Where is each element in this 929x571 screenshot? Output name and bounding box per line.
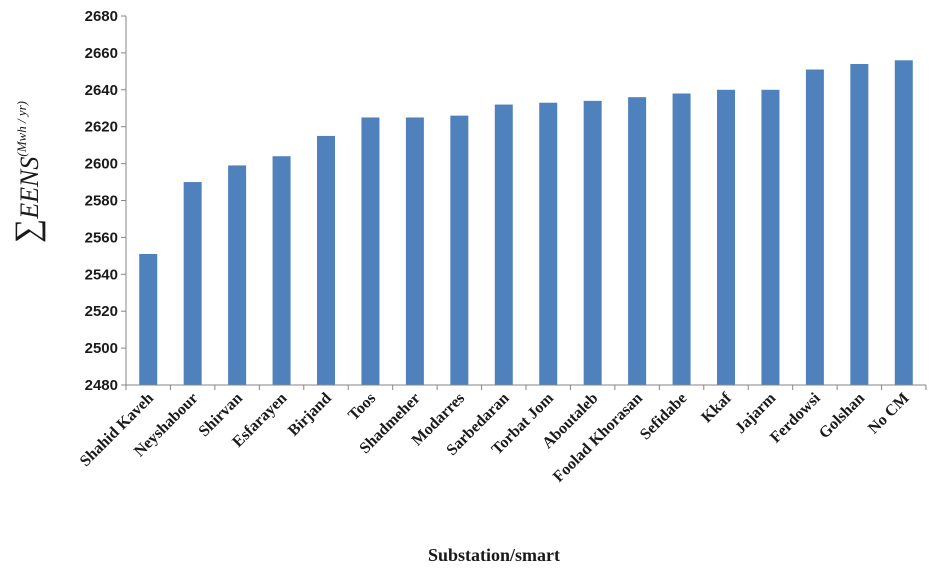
y-tick-label: 2640: [85, 82, 118, 99]
y-tick-label: 2500: [85, 340, 118, 357]
bar: [494, 104, 513, 385]
bar: [450, 115, 469, 385]
y-axis-label-main: EENS: [15, 157, 44, 220]
bar: [850, 63, 869, 385]
bar: [672, 93, 691, 386]
bar: [894, 60, 913, 385]
bar: [361, 117, 380, 385]
y-tick-label: 2520: [85, 303, 118, 320]
x-axis-tick-labels: Shahid KavehNeyshabourShirvanEsfarayenBi…: [77, 385, 927, 486]
y-tick-label: 2620: [85, 119, 118, 136]
y-axis-label-unit: (Mwh / yr): [14, 101, 29, 157]
bar: [805, 69, 824, 385]
x-axis-label: Substation/smart: [428, 545, 560, 565]
y-tick-label: 2560: [85, 229, 118, 246]
bar: [761, 89, 780, 386]
bar: [628, 97, 647, 386]
x-tick-label: Golshan: [816, 390, 868, 442]
x-tick-label: Kkaf: [698, 389, 735, 426]
y-axis-label-symbol: ∑: [9, 219, 46, 243]
y-tick-label: 2660: [85, 45, 118, 62]
bar: [139, 254, 158, 385]
y-axis-label: ∑EENS(Mwh / yr): [9, 101, 46, 243]
x-tick-label: Ferdowsi: [767, 389, 824, 446]
bar: [583, 100, 602, 386]
svg-text:∑EENS(Mwh / yr): ∑EENS(Mwh / yr): [9, 101, 46, 243]
y-tick-label: 2540: [85, 266, 118, 283]
y-axis-ticks: 2480 2500 2520 2540 2560 2580 2600 2620 2640 2660…: [85, 8, 126, 394]
y-tick-label: 2480: [85, 377, 118, 394]
x-tick-label: No CM: [865, 390, 913, 438]
bar: [272, 156, 291, 385]
y-tick-label: 2600: [85, 156, 118, 173]
x-tick-label: Sefidabe: [637, 390, 691, 444]
y-tick-label: 2580: [85, 193, 118, 210]
bar: [317, 135, 335, 385]
bar: [539, 102, 558, 385]
bar: [183, 182, 202, 385]
x-tick-label: Toos: [345, 390, 379, 424]
y-tick-label: 2680: [85, 8, 118, 25]
bar: [717, 89, 735, 386]
bar: [405, 117, 424, 385]
x-tick-label: Birjand: [285, 390, 335, 440]
bars: [139, 60, 913, 386]
bar: [228, 165, 247, 385]
